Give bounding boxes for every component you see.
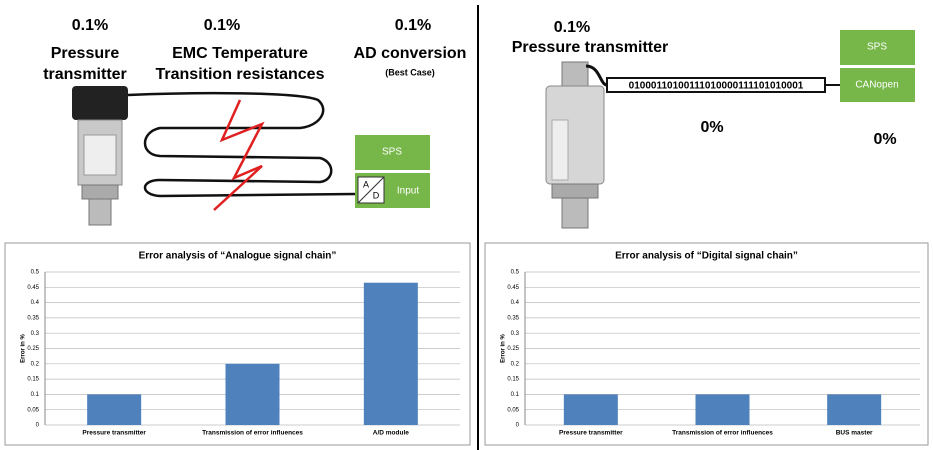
error-label: 0.1% xyxy=(72,17,108,34)
sps-label: SPS xyxy=(867,42,887,53)
note: (Best Case) xyxy=(385,67,435,77)
y-tick-label: 0.1 xyxy=(31,392,40,398)
interference-arrow xyxy=(214,100,262,210)
y-tick-label: 0.1 xyxy=(511,392,520,398)
error-label: 0.1% xyxy=(395,17,431,34)
bar xyxy=(87,394,141,425)
ad-label: D xyxy=(373,190,380,200)
bar xyxy=(696,394,750,425)
y-tick-label: 0.4 xyxy=(31,300,40,306)
component-label: EMC Temperature xyxy=(172,45,308,62)
x-tick-label: A/D module xyxy=(373,430,409,437)
y-tick-label: 0.25 xyxy=(507,346,519,352)
ad-label: A xyxy=(363,179,369,189)
error-label: 0.1% xyxy=(554,19,590,36)
x-tick-label: Pressure transmitter xyxy=(559,430,623,437)
bar xyxy=(827,394,881,425)
component-label: transmitter xyxy=(43,66,127,83)
x-tick-label: Transmission of error influences xyxy=(672,430,773,437)
y-tick-label: 0.05 xyxy=(507,407,519,413)
y-tick-label: 0.2 xyxy=(31,361,40,367)
error-label: 0% xyxy=(873,131,896,148)
y-tick-label: 0.45 xyxy=(27,285,39,291)
y-axis-label: Error in % xyxy=(501,334,507,363)
x-tick-label: BUS master xyxy=(836,430,873,437)
y-tick-label: 0.35 xyxy=(27,315,39,321)
charts: Error analysis of “Analogue signal chain… xyxy=(5,243,928,445)
y-tick-label: 0.2 xyxy=(511,361,520,367)
y-tick-label: 0.05 xyxy=(27,407,39,413)
bar xyxy=(564,394,618,425)
digital-wire xyxy=(586,66,607,85)
component-label: Pressure transmitter xyxy=(512,39,669,56)
y-tick-label: 0.4 xyxy=(511,300,520,306)
chart-title: Error analysis of “Analogue signal chain… xyxy=(139,251,337,262)
component-label: Transition resistances xyxy=(156,66,325,83)
y-tick-label: 0.5 xyxy=(511,270,520,276)
y-tick-label: 0.3 xyxy=(31,331,40,337)
chart-title: Error analysis of “Digital signal chain” xyxy=(615,251,798,262)
component-label: AD conversion xyxy=(354,45,467,62)
y-tick-label: 0.15 xyxy=(507,377,519,383)
y-tick-label: 0.25 xyxy=(27,346,39,352)
y-tick-label: 0.35 xyxy=(507,315,519,321)
y-tick-label: 0.15 xyxy=(27,377,39,383)
analogue-wire xyxy=(128,93,355,196)
y-axis-label: Error in % xyxy=(21,334,27,363)
sps-label: SPS xyxy=(382,147,402,158)
bar xyxy=(226,364,280,425)
error-label: 0% xyxy=(700,119,723,136)
bar xyxy=(364,283,418,425)
input-label: Input xyxy=(397,186,419,197)
bitstream: 01000110100111010000111101010001 xyxy=(629,81,804,92)
transmitter-illustration xyxy=(546,62,604,228)
y-tick-label: 0.45 xyxy=(507,285,519,291)
y-tick-label: 0.3 xyxy=(511,331,520,337)
error-label: 0.1% xyxy=(204,17,240,34)
component-label: Pressure xyxy=(51,45,120,62)
canopen-label: CANopen xyxy=(855,80,898,91)
page: 0.1% Pressure transmitter 0.1% EMC Tempe… xyxy=(0,0,933,450)
y-tick-label: 0.5 xyxy=(31,270,40,276)
x-tick-label: Transmission of error influences xyxy=(202,430,303,437)
x-tick-label: Pressure transmitter xyxy=(82,430,146,437)
transmitter-illustration xyxy=(72,86,128,225)
